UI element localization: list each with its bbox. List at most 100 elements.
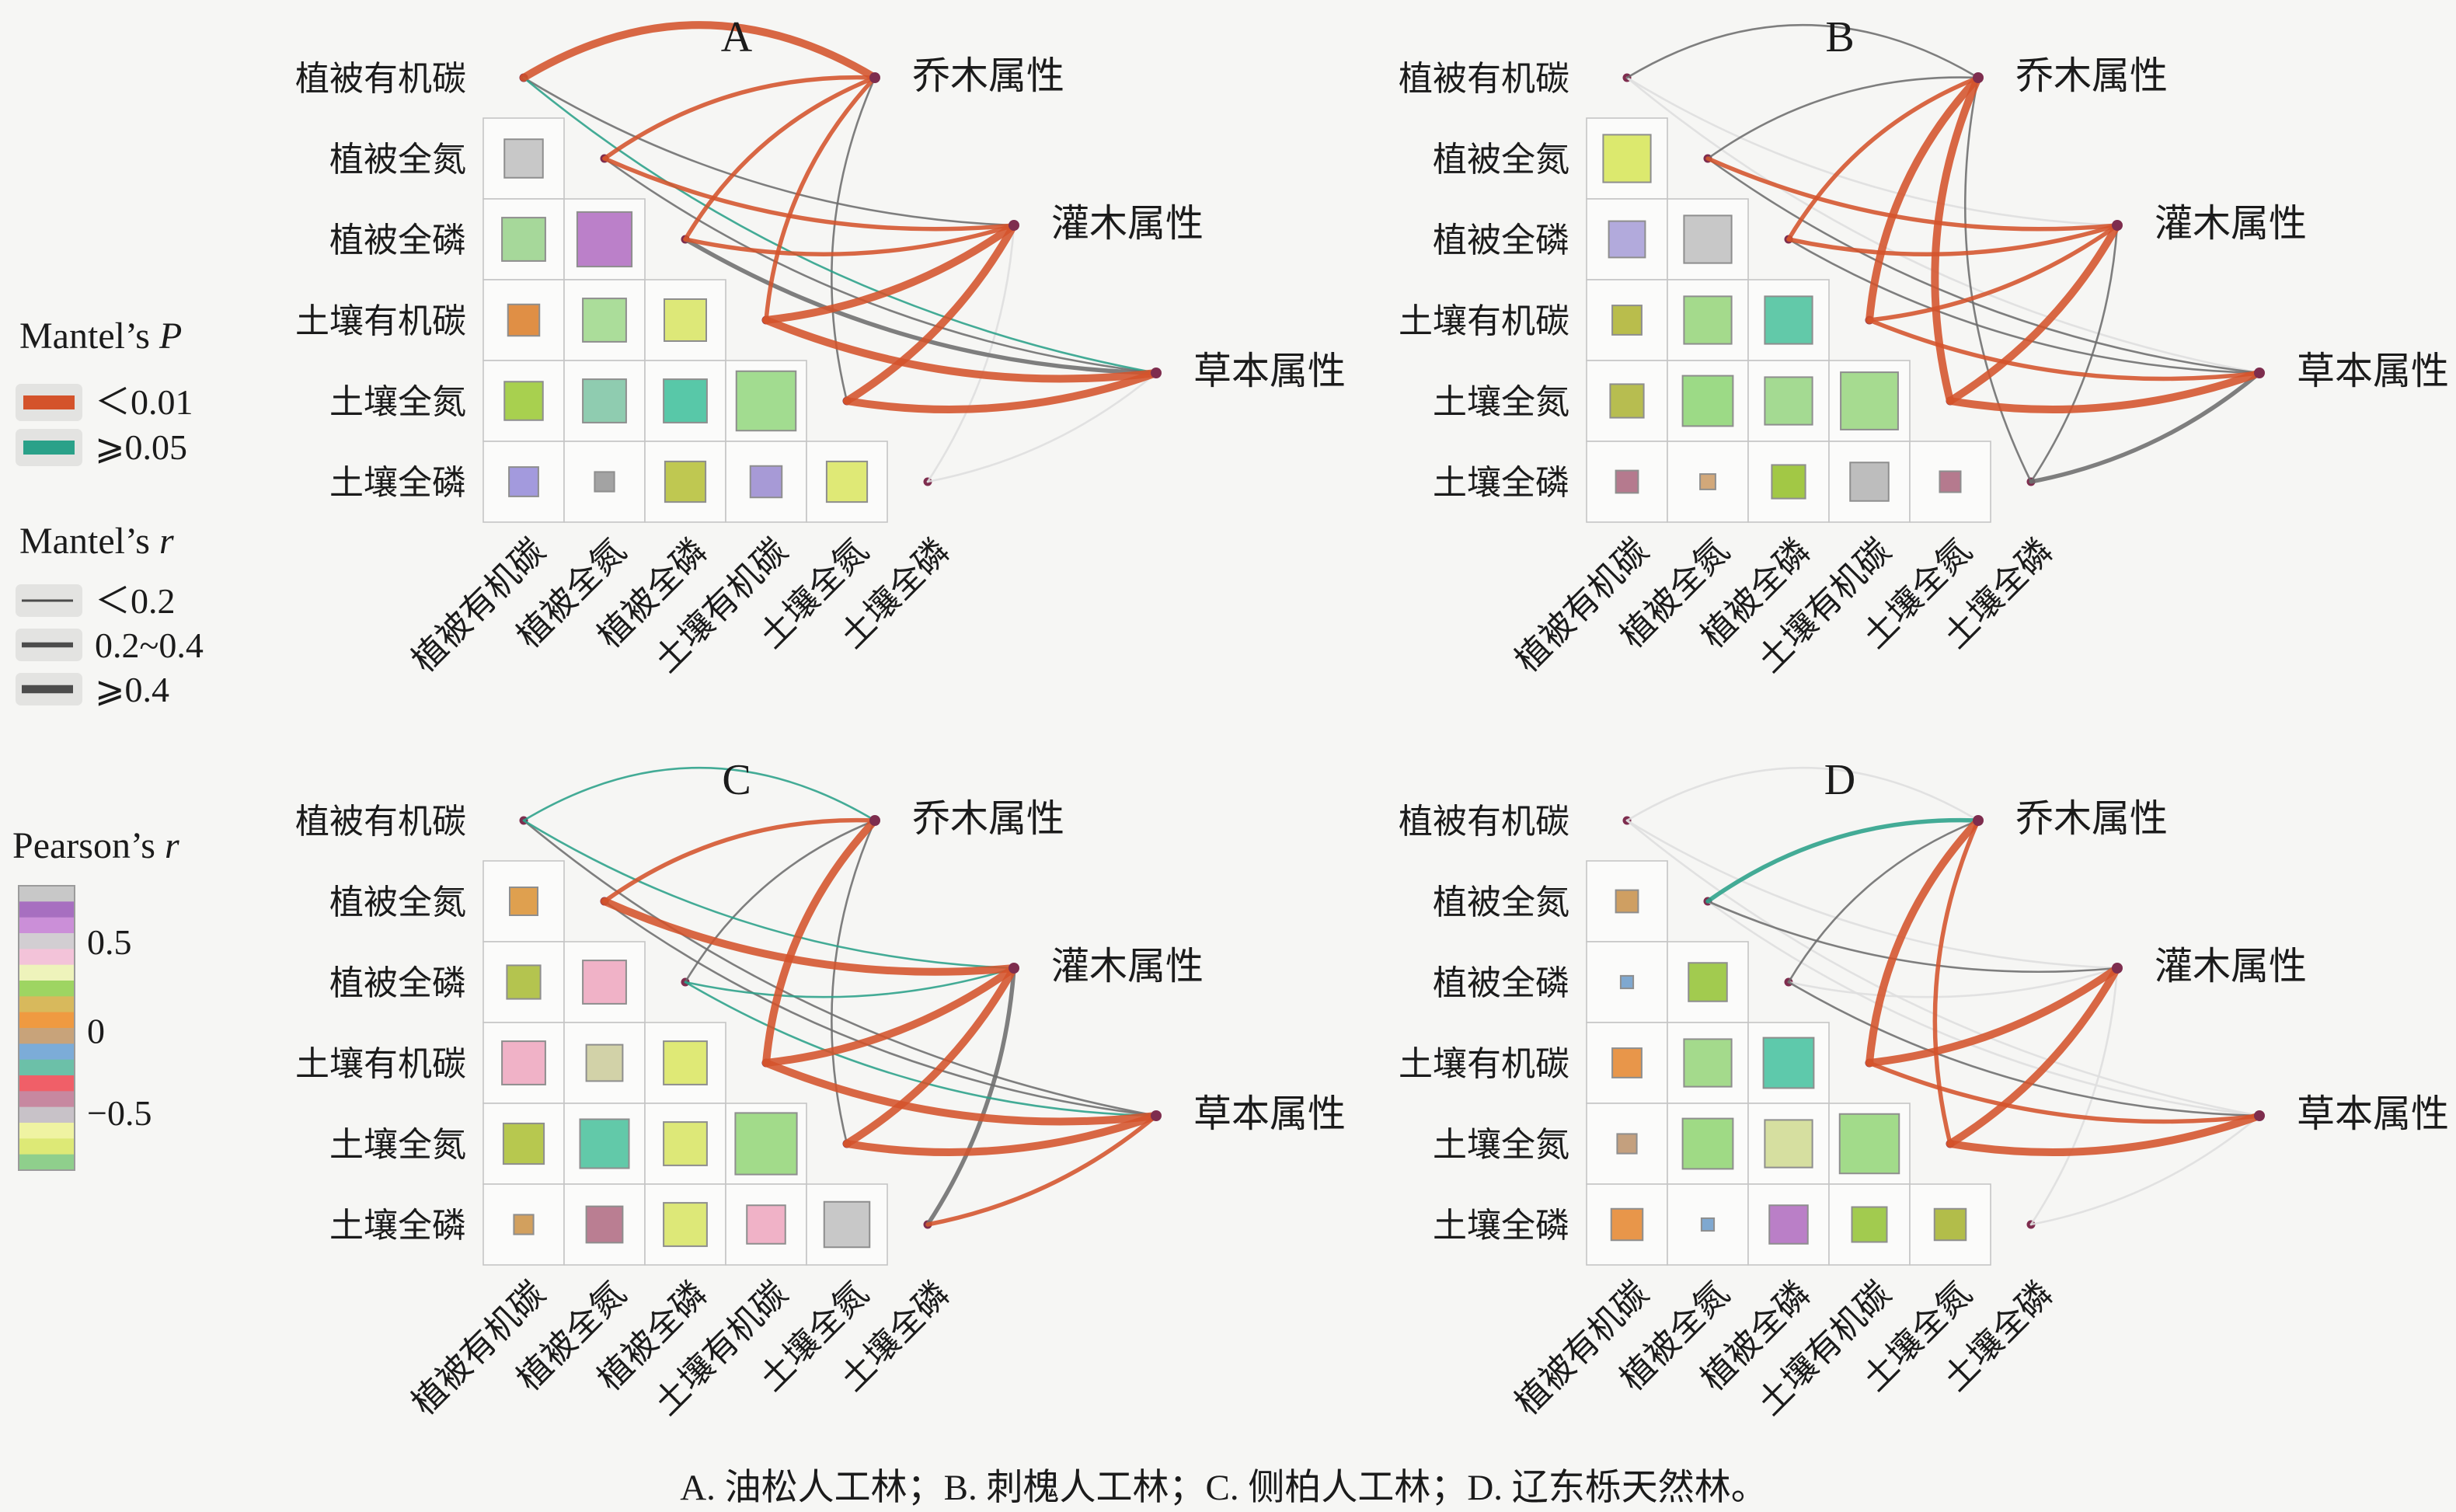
corr-square [663, 1040, 708, 1085]
row-label: 土壤全氮 [1433, 1126, 1569, 1164]
mantel-edge [1625, 24, 1980, 79]
figure-caption: A. 油松人工林；B. 刺槐人工林；C. 侧柏人工林；D. 辽东栎天然林。 [680, 1468, 1768, 1508]
corr-square [1615, 889, 1639, 914]
corr-square [576, 211, 633, 268]
row-label: 植被全磷 [1433, 221, 1569, 260]
mantel-edge [602, 156, 1016, 232]
attribute-node-dot [1151, 368, 1162, 378]
mantel-edge [2029, 224, 2119, 483]
col-label: 植被有机碳 [405, 531, 552, 679]
mantel-edge [843, 964, 1018, 1148]
legend-items: ＜0.01 ⩾0.05 ＜0.20.2~0.4 ⩾0.4 0.5 0 −0.5 [16, 382, 204, 1171]
mantel-edge [762, 817, 879, 1067]
panel-title: A [721, 13, 753, 61]
attribute-node-dot [2254, 1110, 2265, 1121]
panel-A: 乔木属性灌木属性草本属性植被有机碳植被全氮植被全磷土壤有机碳土壤全氮土壤全磷植被… [295, 13, 1346, 680]
mantel-edge [1705, 156, 2120, 232]
row-label: 土壤全氮 [329, 1126, 466, 1164]
mantel-edge [683, 75, 877, 242]
mantel-edge [522, 767, 876, 822]
corr-square [823, 1200, 871, 1249]
pearson-colorbar-band [19, 901, 75, 918]
mantel-edge [1866, 74, 1982, 324]
corr-square [503, 381, 544, 421]
corr-square [746, 1204, 786, 1245]
corr-square [664, 460, 707, 503]
corr-square [582, 378, 627, 423]
corr-square [501, 1040, 546, 1085]
pearson-colorbar-band [19, 1123, 75, 1139]
corr-square [1768, 1204, 1809, 1245]
mantel-p-title-symbol: P [159, 315, 182, 357]
mantel-edge [1786, 223, 2120, 256]
pearson-legend-title: Pearson’s r [12, 825, 179, 866]
attribute-node-dot [2254, 368, 2265, 378]
mantel-edge [926, 371, 1158, 483]
mantel-edge [843, 221, 1018, 405]
corr-square [1699, 473, 1716, 490]
mantel-r-key-label: 0.2~0.4 [95, 625, 204, 665]
corr-square [1764, 295, 1813, 345]
corr-square [663, 1121, 708, 1166]
mantel-edge [1625, 767, 1980, 822]
row-label: 植被全氮 [329, 883, 466, 921]
attribute-node-label: 草本属性 [2297, 350, 2449, 392]
corr-square [1838, 1113, 1900, 1175]
pearson-colorbar-band [19, 1091, 75, 1108]
mantel-edge [831, 76, 876, 402]
attribute-node-label: 灌木属性 [1051, 945, 1204, 988]
attribute-node-label: 乔木属性 [912, 797, 1064, 840]
corr-square [749, 465, 783, 499]
mantel-edge [1706, 157, 2261, 375]
mantel-edge [1946, 221, 2121, 405]
corr-square [513, 1214, 535, 1235]
pearson-colorbar-band [19, 1106, 75, 1124]
pearson-title-word: Pearson’s [12, 825, 165, 866]
attribute-node-dot [1009, 220, 1019, 231]
corr-square [1608, 220, 1646, 259]
corr-square [1840, 371, 1899, 430]
row-label: 植被有机碳 [295, 803, 466, 841]
mantel-p-key-swatch [23, 441, 75, 455]
row-label: 土壤有机碳 [295, 302, 466, 340]
row-label: 植被全氮 [1433, 883, 1569, 921]
corr-square [1933, 1207, 1967, 1242]
attribute-node-dot [1151, 1110, 1162, 1121]
pearson-colorbar-tick: 0 [87, 1011, 105, 1050]
corr-square [594, 471, 615, 493]
panel-title: C [722, 756, 751, 804]
mantel-p-key-swatch [23, 395, 75, 409]
corr-square [582, 960, 627, 1005]
corr-square [1611, 1047, 1643, 1078]
row-label: 植被全磷 [329, 221, 466, 260]
pearson-colorbar-band [19, 1075, 75, 1092]
mantel-edge [522, 819, 1015, 970]
pearson-colorbar-band [19, 933, 75, 949]
mantel-edge [1931, 74, 1982, 405]
matrix-cell [644, 360, 726, 442]
mantel-edge [1867, 1061, 2262, 1124]
corr-square [1616, 1133, 1638, 1155]
mantel-r-legend-title: Mantel’s r [19, 521, 174, 562]
corr-square [585, 1205, 624, 1244]
mantel-p-key-label: ＜0.01 [95, 382, 193, 422]
row-label: 植被有机碳 [1399, 803, 1569, 841]
row-label: 土壤全磷 [329, 464, 466, 502]
attribute-node-label: 灌木属性 [2155, 202, 2307, 245]
mantel-edge [683, 223, 1016, 256]
mantel-r-key-label: ＜0.2 [95, 581, 176, 621]
mantel-edge [925, 1113, 1158, 1227]
mantel-edge [1866, 817, 1982, 1067]
pearson-colorbar-band [19, 917, 75, 934]
corr-square [1602, 134, 1652, 183]
pearson-title-symbol: r [165, 825, 179, 866]
row-label: 土壤全氮 [329, 383, 466, 421]
mantel-edge [1787, 819, 1980, 984]
corr-square [506, 964, 542, 1000]
mantel-edge [1787, 981, 2261, 1117]
pearson-colorbar-band [19, 964, 75, 981]
panel-B: 乔木属性灌木属性草本属性植被有机碳植被全氮植被全磷土壤有机碳土壤全氮土壤全磷植被… [1399, 13, 2449, 680]
pearson-colorbar-band [19, 1138, 75, 1155]
corr-square [507, 303, 541, 337]
mantel-edge [683, 237, 1158, 375]
